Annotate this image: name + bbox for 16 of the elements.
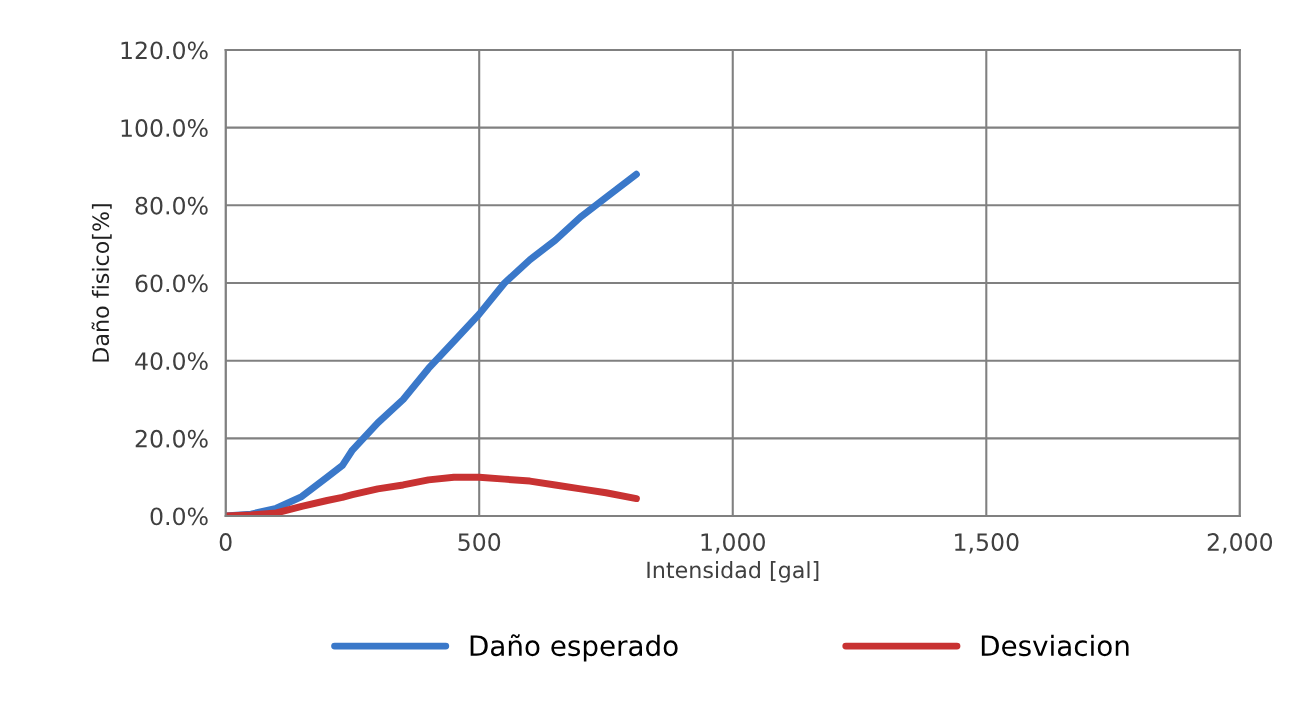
x-tick-label: 2,000: [1207, 533, 1273, 554]
y-tick-label: 0.0%: [150, 507, 208, 526]
legend-label: Daño esperado: [470, 634, 678, 662]
y-axis-title: Daño fisico[%]: [91, 204, 112, 362]
y-tick-label: 100.0%: [121, 119, 208, 137]
y-tick-label: 80.0%: [135, 196, 208, 215]
y-tick-label: 40.0%: [135, 352, 208, 370]
legend-label: Desviacion: [981, 634, 1129, 657]
x-tick-label: 1,500: [955, 533, 1019, 554]
x-axis-title: Intensidad [gal]: [647, 561, 819, 583]
x-tick-label: 0: [219, 533, 232, 551]
y-tick-label: 60.0%: [135, 274, 208, 293]
x-tick-label: 500: [458, 533, 501, 551]
x-tick-label: 1,000: [701, 533, 765, 554]
y-tick-label: 20.0%: [135, 429, 208, 448]
y-tick-label: 120.0%: [121, 41, 208, 60]
